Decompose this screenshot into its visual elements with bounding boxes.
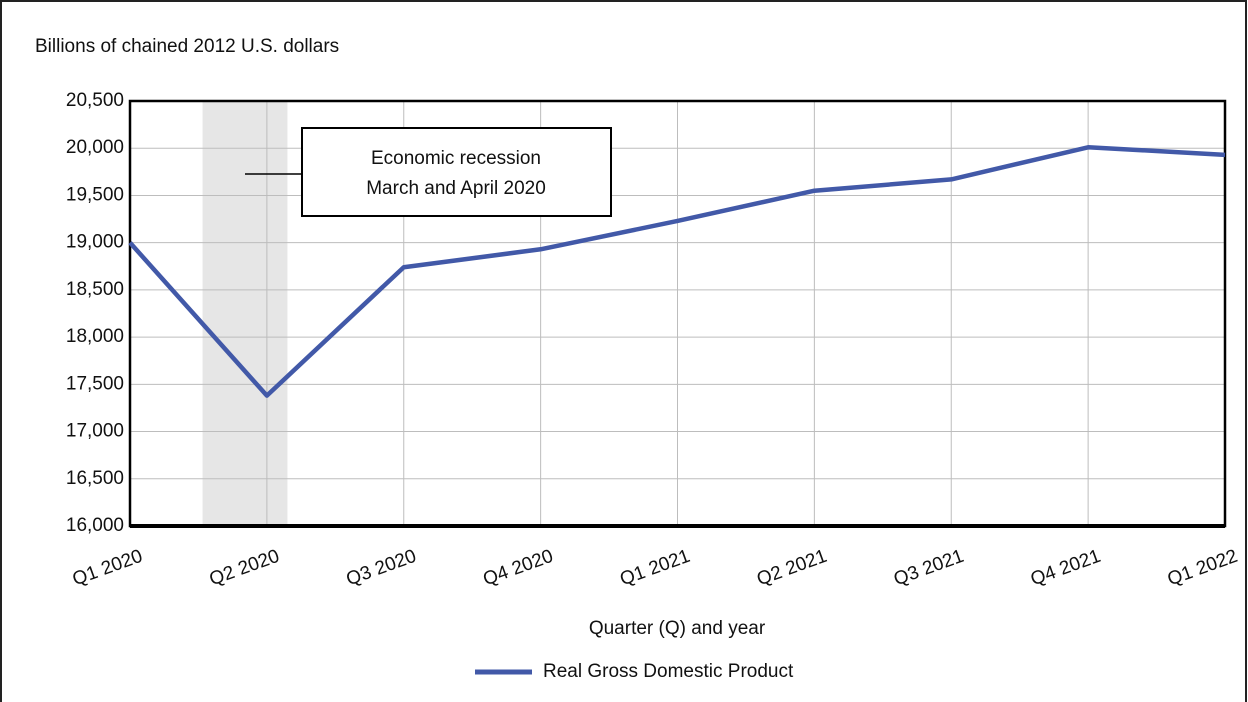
annotation-box — [301, 127, 612, 217]
y-tick-label: 17,500 — [66, 373, 124, 394]
data-line — [128, 145, 1226, 398]
x-tick-label: Q3 2021 — [891, 546, 967, 591]
x-tick-label: Q4 2020 — [480, 546, 556, 591]
y-tick-label: 18,000 — [66, 326, 124, 347]
x-tick-label: Q1 2022 — [1165, 546, 1241, 591]
y-tick-label: 16,500 — [66, 468, 124, 489]
y-tick-label: 18,500 — [66, 279, 124, 300]
y-tick-label: 19,000 — [66, 232, 124, 253]
y-axis-label: Billions of chained 2012 U.S. dollars — [35, 36, 339, 57]
x-axis-label: Quarter (Q) and year — [589, 618, 766, 639]
x-tick-label: Q1 2020 — [70, 546, 146, 591]
y-tick-label: 20,500 — [66, 90, 124, 111]
x-tick-label: Q3 2020 — [343, 546, 419, 591]
x-tick-label: Q2 2020 — [207, 546, 283, 591]
recession-band — [202, 101, 288, 526]
x-tick-label: Q2 2021 — [754, 546, 830, 591]
y-tick-label: 19,500 — [66, 184, 124, 205]
x-tick-label: Q4 2021 — [1028, 546, 1104, 591]
annotation-text: Economic recession — [371, 148, 541, 169]
x-tick-label: Q1 2021 — [617, 546, 693, 591]
y-tick-label: 17,000 — [66, 421, 124, 442]
legend-label: Real Gross Domestic Product — [543, 661, 794, 682]
annotation-text: March and April 2020 — [366, 178, 546, 199]
y-tick-label: 16,000 — [66, 515, 124, 536]
y-tick-label: 20,000 — [66, 137, 124, 158]
